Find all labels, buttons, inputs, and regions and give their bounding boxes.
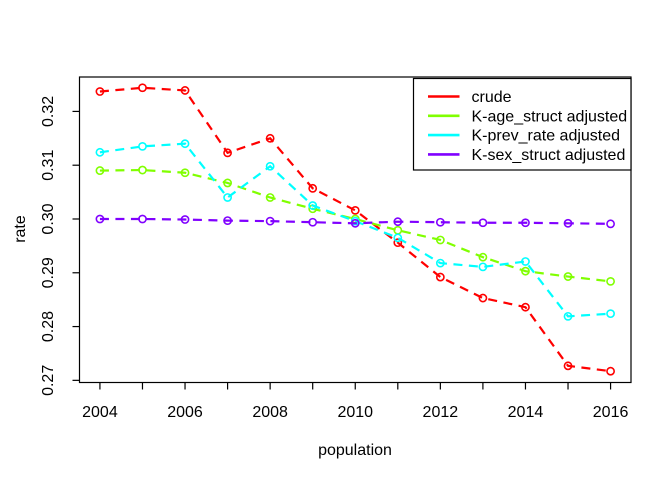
x-axis: 2004 2006 2008 2010 2012 2014 2016	[82, 382, 629, 421]
data-point-crude	[435, 272, 445, 282]
x-tick-label: 2016	[593, 404, 629, 421]
x-tick-label: 2008	[252, 404, 288, 421]
data-point-k-prev-rate-adjusted	[393, 233, 403, 243]
data-point-k-sex-struct-adjusted	[308, 217, 318, 227]
y-tick-label: 0.29	[40, 257, 57, 288]
data-point-k-sex-struct-adjusted	[521, 218, 530, 228]
y-tick-label: 0.27	[40, 365, 57, 396]
legend: crude K-age_struct adjusted K-prev_rate ad…	[412, 77, 632, 171]
data-point-k-prev-rate-adjusted	[478, 262, 488, 272]
series-line-k-prev-rate-adjusted	[99, 142, 611, 318]
data-point-crude	[265, 133, 275, 143]
data-point-k-sex-struct-adjusted	[95, 214, 105, 224]
data-point-k-age-struct-adjusted	[478, 252, 488, 262]
series-line-k-age-struct-adjusted	[99, 168, 611, 283]
data-point-k-sex-struct-adjusted	[478, 218, 488, 228]
data-point-crude	[308, 183, 318, 193]
data-point-k-prev-rate-adjusted	[138, 141, 147, 151]
data-point-k-sex-struct-adjusted	[435, 217, 445, 227]
x-tick-label: 2006	[167, 404, 203, 421]
data-point-k-sex-struct-adjusted	[265, 216, 275, 226]
data-point-crude	[180, 86, 190, 95]
x-axis-title: population	[318, 442, 392, 459]
data-point-k-sex-struct-adjusted	[393, 217, 403, 227]
data-point-k-prev-rate-adjusted	[308, 201, 318, 210]
y-tick-label: 0.31	[40, 150, 57, 181]
y-axis: 0.27 0.28 0.29 0.30 0.31 0.32	[40, 96, 80, 396]
x-tick-label: 2010	[337, 404, 373, 421]
series-line-k-sex-struct-adjusted	[99, 217, 611, 225]
data-point-k-age-struct-adjusted	[563, 272, 573, 281]
data-point-crude	[95, 87, 105, 96]
legend-label-k-age-struct-adjusted: K-age_struct adjusted	[472, 108, 628, 125]
legend-label-k-sex-struct-adjusted: K-sex_struct adjusted	[472, 147, 626, 164]
data-point-crude	[350, 205, 360, 215]
data-point-k-prev-rate-adjusted	[95, 147, 105, 157]
data-point-crude	[138, 83, 147, 93]
x-tick-label: 2012	[423, 404, 459, 421]
data-point-k-sex-struct-adjusted	[180, 215, 190, 224]
data-point-k-age-struct-adjusted	[265, 193, 275, 202]
data-point-k-age-struct-adjusted	[521, 266, 530, 276]
data-point-k-sex-struct-adjusted	[563, 218, 573, 228]
data-point-k-age-struct-adjusted	[606, 276, 615, 286]
legend-label-crude: crude	[472, 89, 512, 106]
data-point-k-sex-struct-adjusted	[223, 216, 232, 226]
data-point-k-prev-rate-adjusted	[606, 309, 615, 319]
data-point-k-age-struct-adjusted	[180, 168, 190, 178]
data-point-crude	[478, 293, 488, 303]
data-point-k-age-struct-adjusted	[223, 178, 232, 188]
y-tick-label: 0.30	[40, 203, 57, 234]
x-tick-label: 2004	[82, 404, 118, 421]
series-lines	[95, 83, 615, 376]
data-point-k-age-struct-adjusted	[435, 235, 445, 245]
data-point-crude	[563, 361, 573, 371]
series-line-crude	[99, 86, 611, 373]
legend-label-k-prev-rate-adjusted: K-prev_rate adjusted	[472, 128, 621, 145]
data-point-crude	[223, 148, 232, 158]
data-point-k-prev-rate-adjusted	[521, 257, 530, 266]
data-point-k-prev-rate-adjusted	[265, 161, 275, 171]
data-point-crude	[521, 302, 530, 312]
y-tick-label: 0.28	[40, 311, 57, 342]
data-point-k-sex-struct-adjusted	[350, 218, 360, 228]
data-point-k-sex-struct-adjusted	[138, 214, 147, 224]
x-tick-label: 2014	[508, 404, 544, 421]
data-point-k-age-struct-adjusted	[138, 165, 147, 175]
data-point-k-prev-rate-adjusted	[223, 193, 232, 202]
data-point-crude	[606, 366, 615, 376]
data-point-k-prev-rate-adjusted	[180, 139, 190, 149]
y-axis-title: rate	[12, 215, 29, 243]
data-point-k-age-struct-adjusted	[95, 166, 105, 175]
y-tick-label: 0.32	[40, 96, 57, 127]
data-point-k-prev-rate-adjusted	[435, 258, 445, 268]
data-point-k-prev-rate-adjusted	[563, 311, 573, 321]
data-point-k-sex-struct-adjusted	[606, 219, 615, 229]
